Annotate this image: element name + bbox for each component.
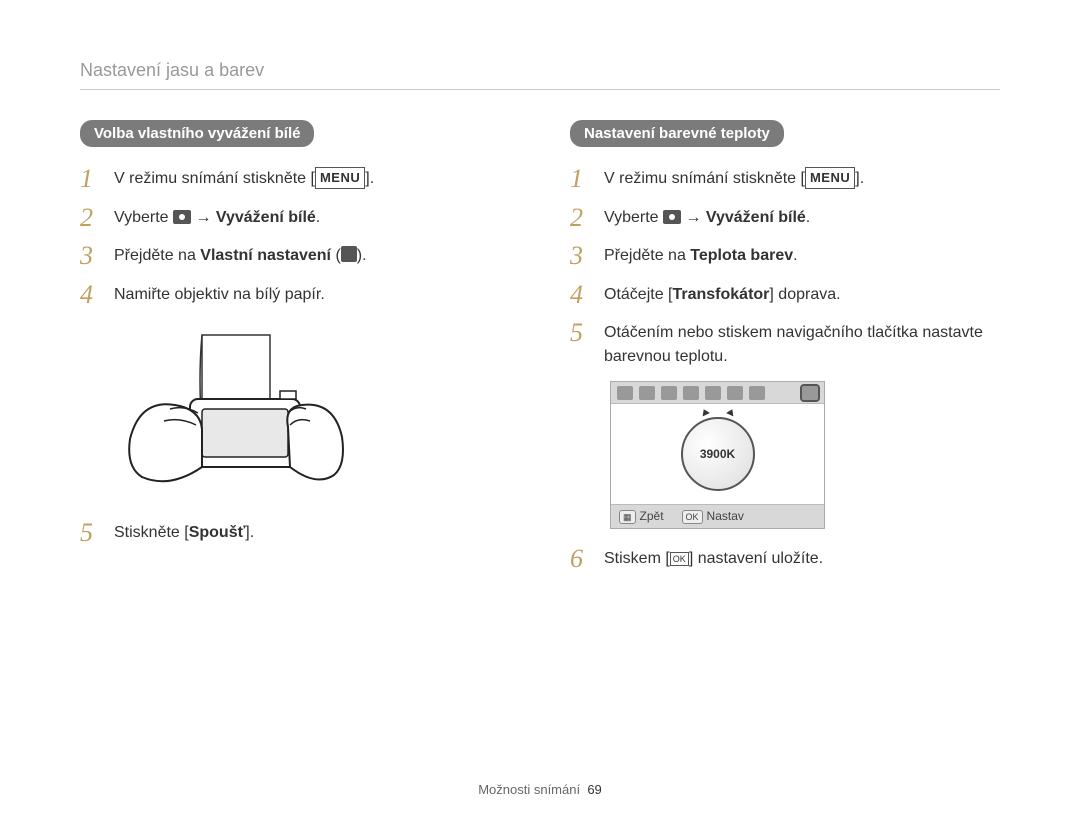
t: → [681,209,706,226]
t: ] nastavení uložíte. [689,550,823,567]
step-number: 2 [80,204,114,233]
t: ]. [245,524,254,541]
menu-button-icon: MENU [315,167,365,189]
step-number: 5 [80,519,114,548]
t: ( [331,247,341,264]
t-bold: Spoušť [189,524,246,541]
camera-icon [173,210,191,224]
set-label: Nastav [707,509,744,523]
step-text: Stiskem [OK] nastavení uložíte. [604,545,823,571]
t: ]. [855,170,864,187]
step-text: Otáčením nebo stiskem navigačního tlačít… [604,319,1000,369]
right-step-4: 4 Otáčejte [Transfokátor] doprava. [570,281,1000,310]
t: Vyberte [114,209,173,226]
footer-label: Možnosti snímání [478,782,580,797]
camera-hands-illustration [120,329,510,499]
left-step-5: 5 Stiskněte [Spoušť]. [80,519,510,548]
lcd-screenshot: 3900K ▦ Zpět OK Nastav [610,381,825,529]
step-number: 6 [570,545,604,574]
step-number: 5 [570,319,604,348]
right-step-2: 2 Vyberte → Vyvážení bílé. [570,204,1000,233]
page-header: Nastavení jasu a barev [80,60,1000,90]
right-step-3: 3 Přejděte na Teplota barev. [570,242,1000,271]
right-step-1: 1 V režimu snímání stiskněte [MENU]. [570,165,1000,194]
page-number: 69 [587,782,601,797]
wb-tungsten-icon [683,386,699,400]
wb-kelvin-icon [802,386,818,400]
step-number: 1 [570,165,604,194]
step-text: Vyberte → Vyvážení bílé. [604,204,810,230]
t-bold: Transfokátor [672,286,769,303]
section-pill-right: Nastavení barevné teploty [570,120,784,147]
t: Stiskem [ [604,550,670,567]
right-step-6: 6 Stiskem [OK] nastavení uložíte. [570,545,1000,574]
step-text: V režimu snímání stiskněte [MENU]. [114,165,374,191]
t: ). [357,247,367,264]
step-number: 1 [80,165,114,194]
left-step-2: 2 Vyberte → Vyvážení bílé. [80,204,510,233]
left-step-4: 4 Namiřte objektiv na bílý papír. [80,281,510,310]
section-pill-left: Volba vlastního vyvážení bílé [80,120,314,147]
lcd-body: 3900K [611,404,824,504]
step-text: V režimu snímání stiskněte [MENU]. [604,165,864,191]
t: . [806,209,810,226]
lcd-icon-bar [611,382,824,404]
t: . [793,247,797,264]
wb-fluorescent-icon [705,386,721,400]
t: ]. [365,170,374,187]
step-number: 3 [80,242,114,271]
lcd-back: ▦ Zpět [619,509,664,524]
wb-daylight-icon [639,386,655,400]
step-text: Přejděte na Vlastní nastavení (). [114,242,367,268]
custom-setting-icon [341,246,357,262]
right-column: Nastavení barevné teploty 1 V režimu sní… [570,120,1000,584]
t: Stiskněte [ [114,524,189,541]
left-step-3: 3 Přejděte na Vlastní nastavení (). [80,242,510,271]
wb-fluorescent2-icon [727,386,743,400]
back-button-icon: ▦ [619,510,636,524]
step-text: Stiskněte [Spoušť]. [114,519,254,545]
step-number: 4 [80,281,114,310]
ok-button-icon: OK [682,510,703,524]
t: → [191,209,216,226]
t-bold: Vyvážení bílé [216,209,316,226]
t: ] doprava. [769,286,840,303]
step-number: 3 [570,242,604,271]
kelvin-dial: 3900K [681,417,755,491]
t: Otáčejte [ [604,286,672,303]
t: V režimu snímání stiskněte [ [604,170,805,187]
page-footer: Možnosti snímání 69 [0,782,1080,797]
lcd-set: OK Nastav [682,509,744,524]
t: Vyberte [604,209,663,226]
step-text: Namiřte objektiv na bílý papír. [114,281,325,307]
step-text: Přejděte na Teplota barev. [604,242,798,268]
wb-auto-icon [617,386,633,400]
ok-icon: OK [670,552,689,566]
t-bold: Vyvážení bílé [706,209,806,226]
t: V režimu snímání stiskněte [ [114,170,315,187]
content-columns: Volba vlastního vyvážení bílé 1 V režimu… [80,120,1000,584]
menu-button-icon: MENU [805,167,855,189]
kelvin-value: 3900K [700,447,735,461]
step-text: Vyberte → Vyvážení bílé. [114,204,320,230]
t-bold: Vlastní nastavení [200,247,331,264]
t: Přejděte na [114,247,200,264]
left-step-1: 1 V režimu snímání stiskněte [MENU]. [80,165,510,194]
camera-icon [663,210,681,224]
step-number: 2 [570,204,604,233]
back-label: Zpět [640,509,664,523]
left-column: Volba vlastního vyvážení bílé 1 V režimu… [80,120,510,584]
t-bold: Teplota barev [690,247,793,264]
t: Přejděte na [604,247,690,264]
t: . [316,209,320,226]
step-number: 4 [570,281,604,310]
right-step-5: 5 Otáčením nebo stiskem navigačního tlač… [570,319,1000,369]
wb-cloudy-icon [661,386,677,400]
step-text: Otáčejte [Transfokátor] doprava. [604,281,841,307]
wb-custom-icon [749,386,765,400]
lcd-footer: ▦ Zpět OK Nastav [611,504,824,528]
